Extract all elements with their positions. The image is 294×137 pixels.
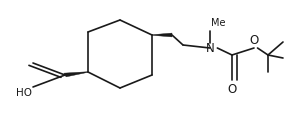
Text: O: O — [249, 34, 259, 47]
Text: N: N — [206, 42, 214, 55]
Text: Me: Me — [211, 18, 226, 28]
Polygon shape — [152, 33, 172, 37]
Text: O: O — [227, 83, 237, 96]
Text: HO: HO — [16, 88, 31, 98]
Polygon shape — [64, 72, 88, 77]
